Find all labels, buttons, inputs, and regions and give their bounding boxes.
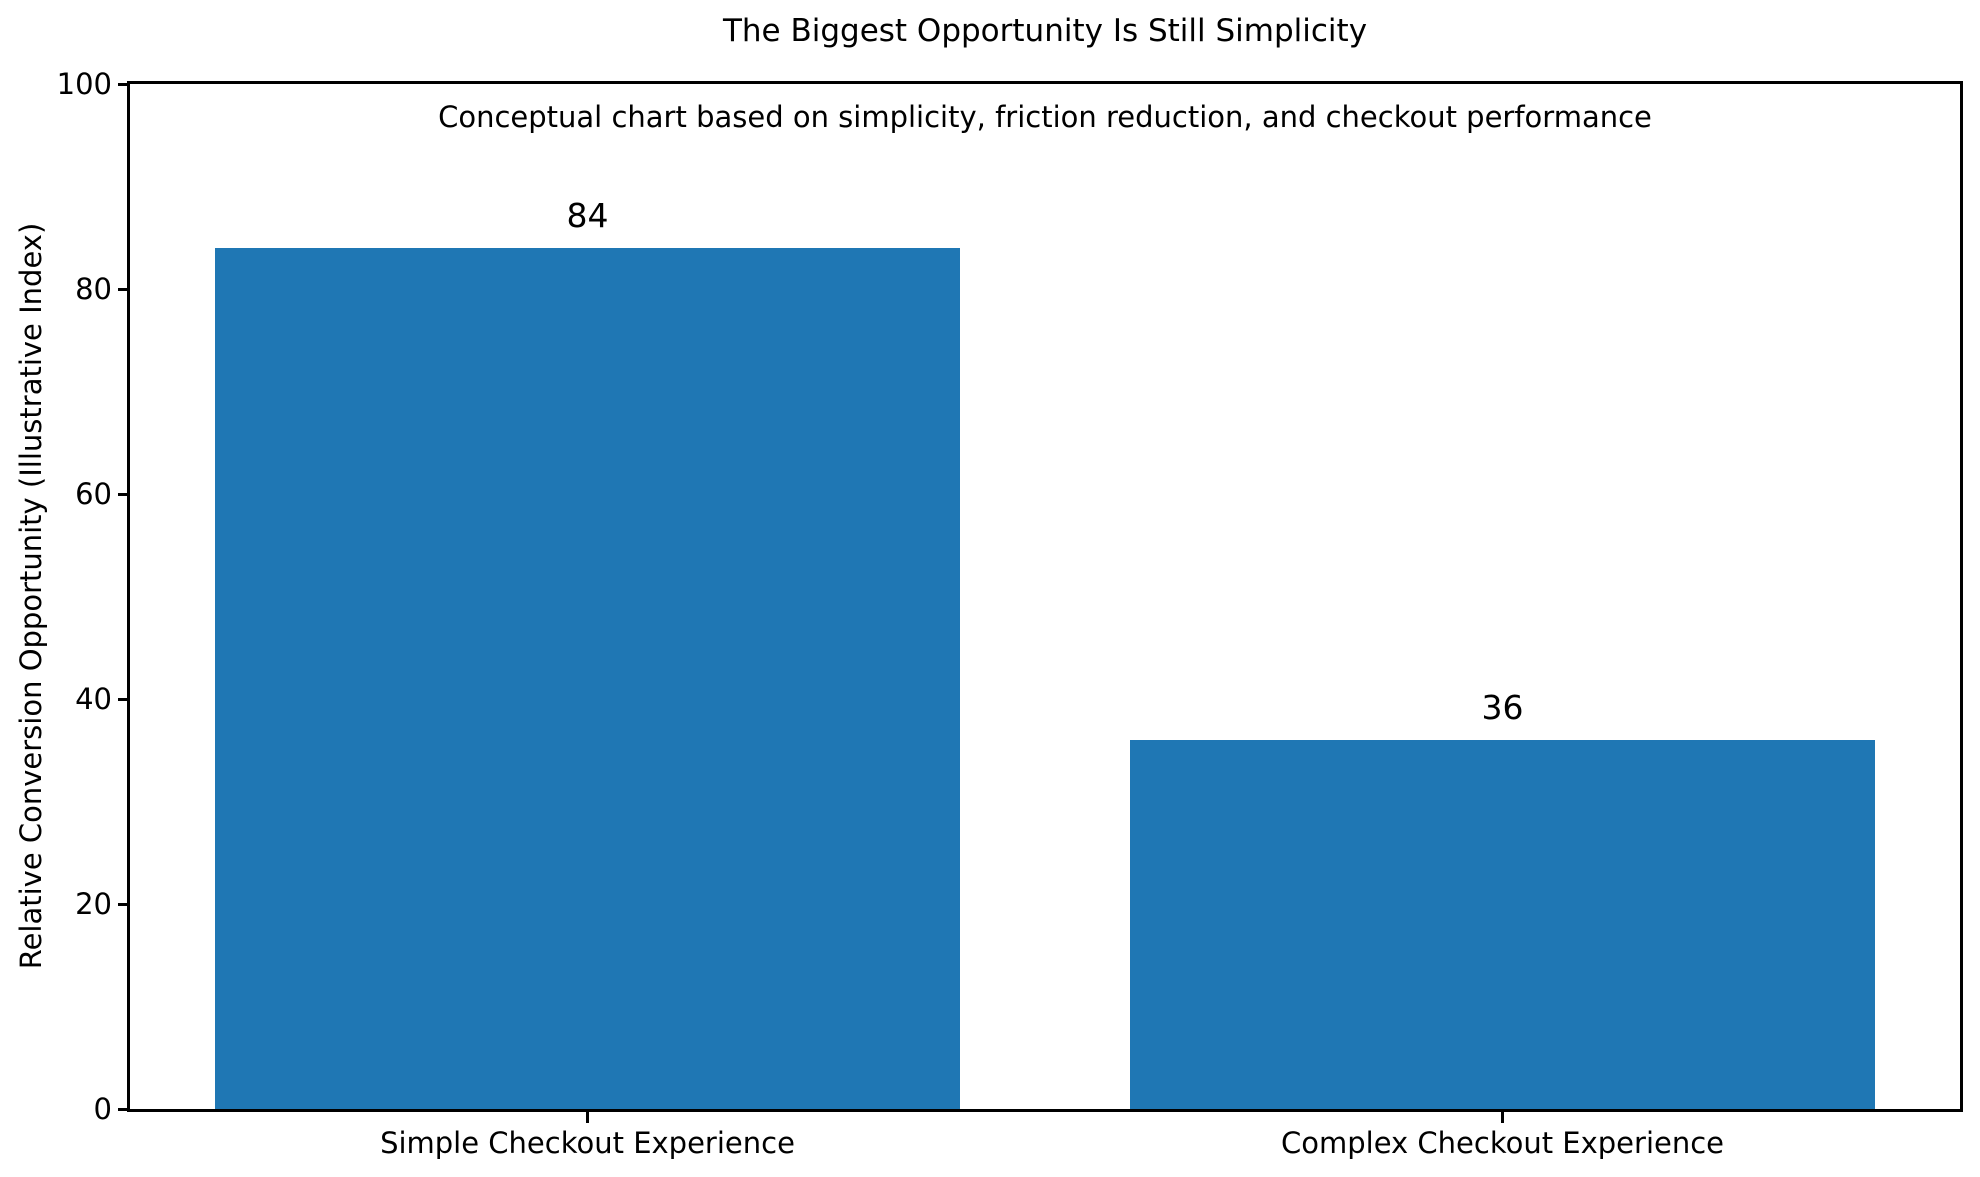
y-tick-mark <box>118 1107 130 1111</box>
chart-subtitle: Conceptual chart based on simplicity, fr… <box>438 100 1652 134</box>
y-tick-mark <box>118 902 130 906</box>
bar-2 <box>1130 740 1875 1109</box>
y-tick-label: 100 <box>56 67 112 101</box>
y-tick-label: 80 <box>75 272 112 306</box>
bar-1 <box>215 248 960 1109</box>
y-tick-label: 0 <box>93 1092 112 1126</box>
y-tick-label: 60 <box>75 477 112 511</box>
x-tick-label: Complex Checkout Experience <box>1280 1126 1725 1160</box>
x-tick-label: Simple Checkout Experience <box>380 1126 795 1160</box>
x-tick-mark <box>586 1111 589 1123</box>
chart-title: The Biggest Opportunity Is Still Simplic… <box>722 13 1368 49</box>
x-tick-mark <box>1501 1111 1504 1123</box>
bar-value-label: 84 <box>566 195 609 235</box>
y-tick-label: 20 <box>75 887 112 921</box>
y-tick-mark <box>118 492 130 496</box>
bar-value-label: 36 <box>1481 687 1524 727</box>
y-tick-mark <box>118 697 130 701</box>
y-tick-mark <box>118 82 130 86</box>
y-axis-label: Relative Conversion Opportunity (Illustr… <box>14 222 48 970</box>
y-tick-mark <box>118 287 130 291</box>
y-tick-label: 40 <box>75 682 112 716</box>
plot-area: 84 36 <box>127 81 1963 1112</box>
